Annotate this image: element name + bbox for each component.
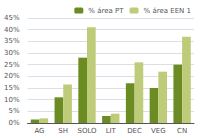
svg-text:SOLO: SOLO <box>77 127 97 135</box>
svg-text:10%: 10% <box>4 96 20 104</box>
svg-text:% área PT: % área PT <box>88 7 124 15</box>
svg-text:40%: 40% <box>4 26 20 34</box>
svg-text:CN: CN <box>177 127 187 135</box>
svg-text:% área EEN 1: % área EEN 1 <box>144 7 191 15</box>
svg-text:0%: 0% <box>8 119 19 127</box>
svg-text:15%: 15% <box>4 84 20 92</box>
svg-text:35%: 35% <box>4 37 20 45</box>
svg-text:DEC: DEC <box>127 127 142 135</box>
svg-text:VEG: VEG <box>151 127 166 135</box>
svg-text:25%: 25% <box>4 61 20 69</box>
svg-text:5%: 5% <box>8 107 19 115</box>
svg-text:SH: SH <box>58 127 68 135</box>
svg-text:45%: 45% <box>4 14 20 22</box>
svg-text:20%: 20% <box>4 72 20 80</box>
svg-text:AG: AG <box>34 127 44 135</box>
svg-text:LIT: LIT <box>106 127 117 135</box>
svg-text:30%: 30% <box>4 49 20 57</box>
